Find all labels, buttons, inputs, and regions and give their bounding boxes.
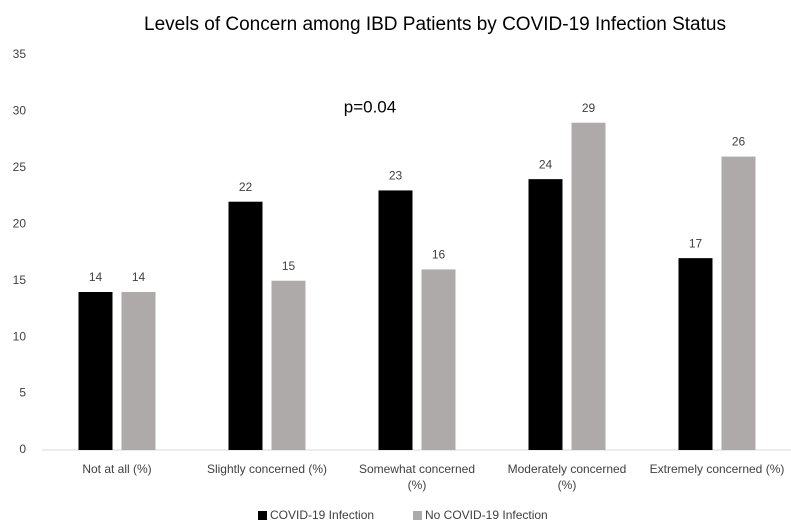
- y-tick-label: 15: [13, 273, 27, 287]
- data-label: 29: [582, 101, 596, 115]
- y-tick-label: 30: [13, 104, 27, 118]
- data-label: 17: [689, 236, 703, 250]
- bar: [378, 190, 413, 450]
- x-tick-label: Extremely concerned (%): [649, 462, 785, 476]
- bar: [421, 269, 456, 450]
- y-tick-label: 5: [19, 386, 26, 400]
- data-label: 22: [239, 180, 253, 194]
- bar: [78, 292, 113, 450]
- y-tick-label: 0: [19, 442, 26, 456]
- annotation: p=0.04: [344, 97, 396, 116]
- data-label: 23: [389, 169, 403, 183]
- legend-label: COVID-19 Infection: [270, 508, 374, 522]
- data-label: 15: [282, 259, 296, 273]
- x-tick-label: Moderately concerned (%): [507, 462, 627, 492]
- data-label: 26: [732, 135, 746, 149]
- bar: [228, 201, 263, 450]
- bar: [678, 258, 713, 450]
- bar: [721, 156, 756, 451]
- legend-swatch: [258, 511, 267, 520]
- legend-swatch: [413, 511, 422, 520]
- data-label: 14: [132, 270, 146, 284]
- bar: [528, 179, 563, 450]
- bar: [271, 280, 306, 450]
- chart-title: Levels of Concern among IBD Patients by …: [144, 14, 726, 35]
- data-label: 16: [432, 248, 446, 262]
- x-tick-label: Somewhat concerned (%): [358, 462, 476, 492]
- bar: [571, 122, 606, 450]
- data-label: 24: [539, 157, 553, 171]
- y-tick-label: 35: [13, 47, 27, 61]
- y-tick-label: 20: [13, 216, 27, 230]
- bar: [121, 292, 156, 450]
- y-tick-label: 25: [13, 160, 27, 174]
- x-tick-label: Not at all (%): [82, 462, 152, 476]
- data-label: 14: [89, 270, 103, 284]
- y-tick-label: 10: [13, 329, 27, 343]
- x-tick-label: Slightly concerned (%): [206, 462, 328, 476]
- legend-label: No COVID-19 Infection: [425, 508, 548, 522]
